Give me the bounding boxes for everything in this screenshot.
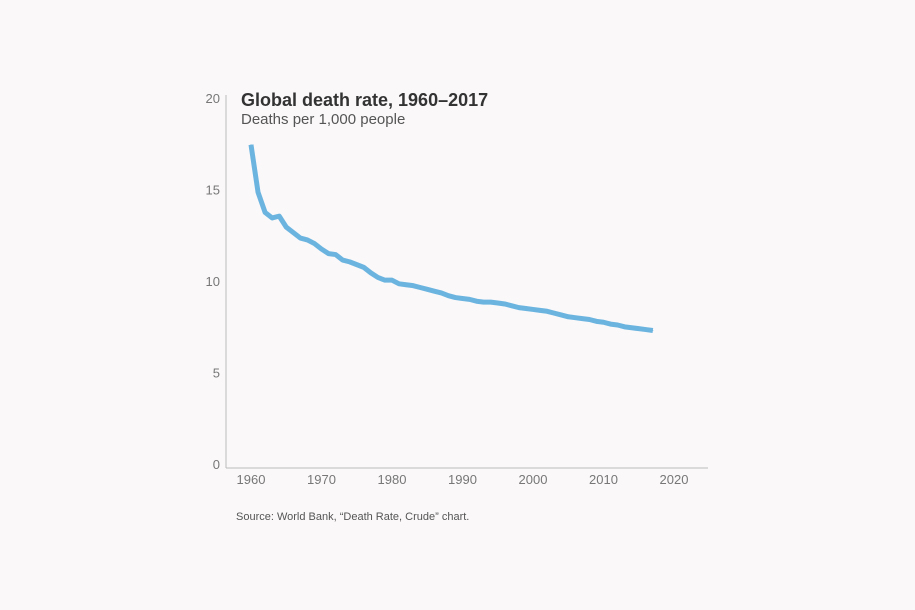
chart-subtitle: Deaths per 1,000 people	[241, 111, 405, 128]
data-point	[476, 300, 478, 302]
data-point	[497, 302, 499, 304]
y-tick-label: 5	[213, 366, 220, 381]
data-point	[454, 297, 456, 299]
data-point	[624, 326, 626, 328]
data-point	[328, 253, 330, 255]
y-tick-label: 20	[206, 91, 220, 106]
data-point	[511, 305, 513, 307]
x-tick-label: 1970	[307, 472, 336, 487]
data-point	[539, 309, 541, 311]
x-tick-label: 2010	[589, 472, 618, 487]
data-point	[321, 248, 322, 250]
data-point	[469, 298, 471, 300]
chart-source: Source: World Bank, “Death Rate, Crude” …	[236, 511, 469, 523]
data-point	[553, 312, 555, 314]
data-point	[377, 276, 379, 278]
data-point	[483, 301, 485, 303]
data-point	[610, 323, 612, 325]
data-point	[363, 266, 365, 268]
data-point	[285, 226, 287, 228]
x-tick-label: 1990	[448, 472, 477, 487]
data-point	[306, 239, 308, 241]
data-point	[617, 324, 619, 326]
x-tick-label: 1960	[237, 472, 266, 487]
data-point	[560, 314, 562, 316]
data-point	[299, 237, 301, 239]
data-point	[342, 259, 344, 261]
data-point	[349, 261, 351, 263]
y-tick-label: 0	[213, 457, 220, 472]
data-point	[391, 279, 393, 281]
data-point	[250, 144, 252, 146]
data-point	[370, 272, 372, 274]
y-tick-labels: 0 5 10 15 20	[206, 91, 220, 472]
data-point	[595, 320, 597, 322]
data-point	[384, 279, 386, 281]
data-point	[603, 321, 604, 323]
axes	[225, 95, 708, 469]
data-point	[490, 301, 492, 303]
data-point	[433, 290, 435, 292]
data-point	[447, 295, 449, 297]
data-point	[652, 329, 654, 331]
data-point	[292, 232, 294, 234]
data-point	[412, 285, 414, 287]
data-point	[638, 328, 640, 330]
data-point	[504, 303, 506, 305]
data-point	[588, 319, 590, 321]
data-point	[405, 284, 407, 286]
data-point	[398, 283, 400, 285]
data-point	[567, 316, 569, 318]
data-point	[313, 243, 315, 245]
chart-title: Global death rate, 1960–2017	[241, 90, 488, 110]
data-point	[462, 297, 463, 299]
data-point	[419, 286, 421, 288]
data-point	[532, 308, 534, 310]
x-tick-label: 2020	[660, 472, 689, 487]
x-tick-label: 1980	[378, 472, 407, 487]
data-point	[631, 327, 633, 329]
data-point	[257, 191, 259, 193]
data-point	[335, 254, 337, 256]
y-tick-label: 15	[206, 183, 220, 198]
data-point	[574, 317, 576, 319]
data-point	[264, 211, 266, 213]
x-tick-label: 2000	[519, 472, 548, 487]
y-tick-label: 10	[206, 274, 220, 289]
series-line	[248, 144, 654, 333]
data-point	[440, 292, 442, 294]
data-point	[426, 288, 428, 290]
series-layer	[248, 144, 654, 333]
x-tick-labels: 1960 1970 1980 1990 2000 2010 2020	[237, 472, 689, 487]
data-point	[546, 310, 548, 312]
data-point	[581, 318, 583, 320]
data-point	[278, 215, 280, 217]
data-point	[645, 329, 647, 331]
data-point	[518, 307, 520, 309]
data-point	[271, 217, 273, 219]
data-point	[356, 264, 358, 266]
data-point	[525, 308, 527, 310]
